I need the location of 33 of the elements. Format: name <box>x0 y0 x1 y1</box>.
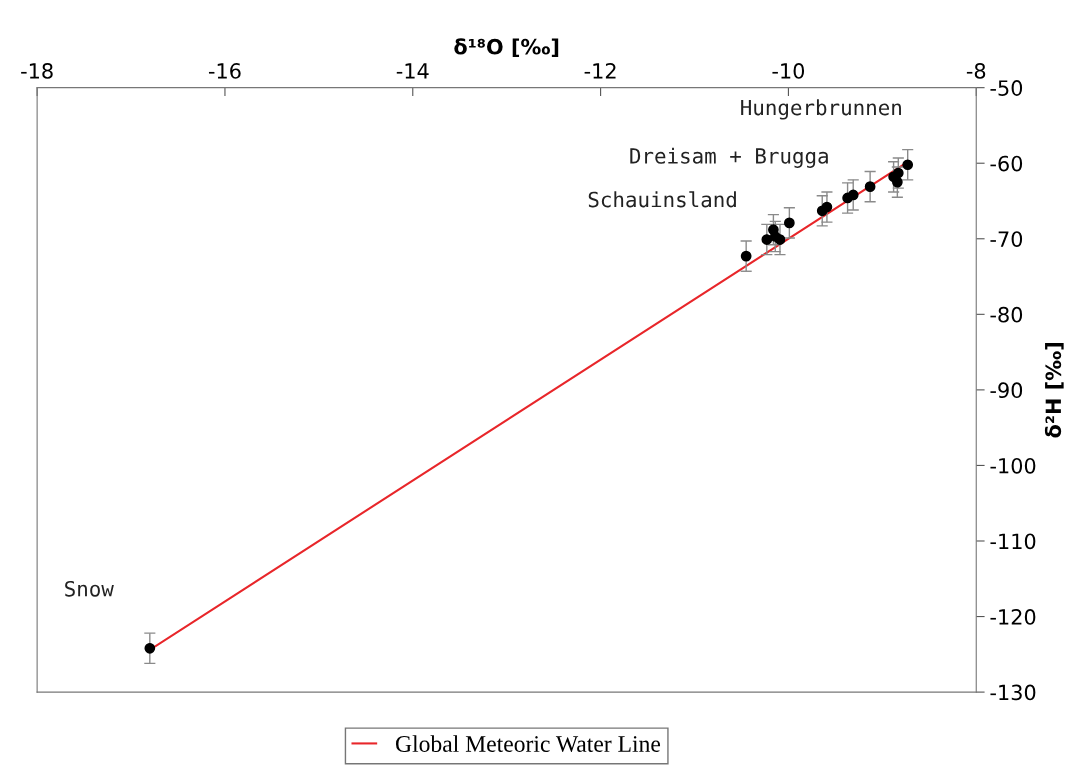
point <box>821 201 833 213</box>
point <box>892 167 904 179</box>
x-tick-label: -8 <box>966 63 986 79</box>
y-tick-label: -110 <box>990 533 1036 550</box>
x-tick-label: -12 <box>584 63 616 79</box>
y-tick-label: -100 <box>990 457 1036 474</box>
annotation: Schauinsland <box>588 191 736 208</box>
annotation: Snow <box>65 580 114 597</box>
x-tick-label: -10 <box>772 63 805 79</box>
y-tick-label: -70 <box>990 231 1023 247</box>
point <box>784 217 795 229</box>
y-tick-label: -90 <box>990 382 1023 399</box>
x-tick-label: -16 <box>208 63 241 79</box>
x-tick-label: -14 <box>396 63 429 79</box>
point <box>740 250 752 262</box>
point <box>144 642 156 654</box>
y-tick-label: -130 <box>990 684 1036 701</box>
point <box>847 189 859 201</box>
y-tick-label: -80 <box>990 306 1023 323</box>
x-axis-title: δ¹⁸O [‰] <box>454 38 559 58</box>
legend-label: Global Meteoric Water Line <box>395 735 661 753</box>
annotation: Hungerbrunnen <box>741 99 901 120</box>
y-axis-title: δ²H [‰] <box>1044 343 1064 438</box>
point <box>902 159 914 171</box>
point <box>768 224 779 236</box>
y-tick-label: -60 <box>990 155 1023 172</box>
point <box>761 234 773 245</box>
point <box>864 181 876 192</box>
annotation: Dreisam + Brugga <box>630 147 828 168</box>
point <box>774 234 786 245</box>
y-tick-label: -50 <box>990 80 1023 96</box>
x-tick-label: -18 <box>21 63 53 79</box>
y-tick-label: -120 <box>990 609 1036 625</box>
